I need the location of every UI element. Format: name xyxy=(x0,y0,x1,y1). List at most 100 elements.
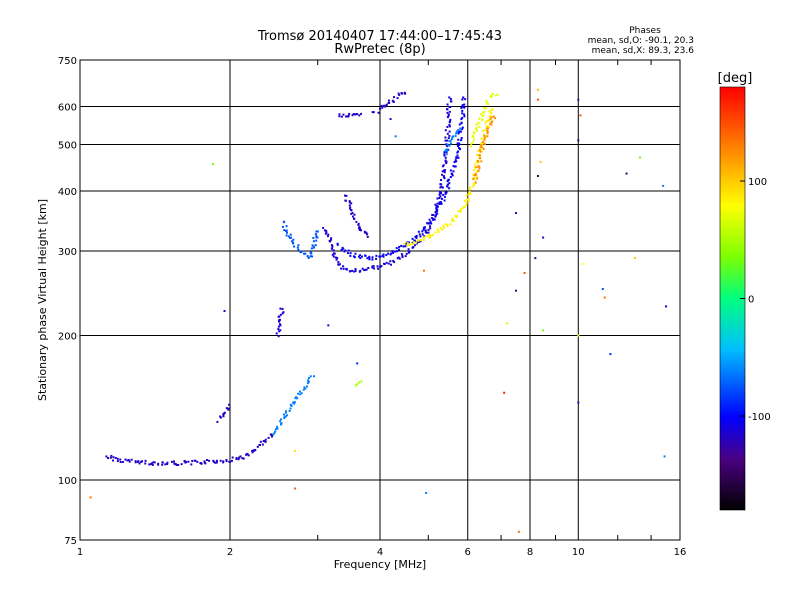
echo-point xyxy=(407,251,410,254)
echo-point xyxy=(491,120,494,123)
echo-point xyxy=(449,118,452,121)
echo-point xyxy=(348,112,351,115)
echo-point xyxy=(453,161,456,164)
echo-point xyxy=(418,233,421,236)
echo-point xyxy=(441,173,444,176)
echo-point xyxy=(439,201,442,204)
echo-point xyxy=(338,113,341,116)
echo-point xyxy=(467,197,470,200)
echo-point xyxy=(456,131,459,134)
echo-point xyxy=(172,460,175,463)
echo-point xyxy=(634,257,637,260)
echo-point xyxy=(449,106,452,109)
echo-point xyxy=(465,204,468,207)
echo-point xyxy=(346,252,349,255)
echo-point xyxy=(400,244,403,247)
echo-point xyxy=(277,325,280,328)
echo-point xyxy=(235,457,238,460)
echo-point xyxy=(389,118,392,121)
echo-point xyxy=(469,188,472,191)
echo-point xyxy=(455,160,458,163)
echo-point xyxy=(463,206,466,209)
echo-point xyxy=(398,245,401,248)
echo-point xyxy=(275,332,278,335)
echo-point xyxy=(490,109,493,112)
echo-point xyxy=(307,377,310,380)
echo-point xyxy=(391,99,394,102)
echo-point xyxy=(477,121,480,124)
echo-point xyxy=(269,433,272,436)
echo-point xyxy=(462,105,465,108)
echo-point xyxy=(283,229,286,232)
y-tick-label: 75 xyxy=(64,536,77,547)
echo-point xyxy=(372,111,375,114)
echo-point xyxy=(449,223,452,226)
echo-point xyxy=(365,231,368,234)
echo-point xyxy=(311,255,314,258)
echo-point xyxy=(443,153,446,156)
echo-point xyxy=(222,460,225,463)
echo-point xyxy=(417,230,420,233)
echo-point xyxy=(536,174,539,177)
echo-point xyxy=(345,115,348,118)
echo-point xyxy=(438,201,441,204)
echo-point xyxy=(298,390,301,393)
echo-point xyxy=(174,463,177,466)
echo-point xyxy=(663,455,666,458)
echo-point xyxy=(358,114,361,117)
echo-point xyxy=(231,456,234,459)
echo-point xyxy=(459,127,462,130)
echo-point xyxy=(297,244,300,247)
echo-point xyxy=(477,169,480,172)
echo-point xyxy=(407,248,410,251)
echo-point xyxy=(247,454,250,457)
echo-point xyxy=(488,110,491,113)
echo-point xyxy=(313,375,316,378)
echo-point xyxy=(447,178,450,181)
echo-point xyxy=(422,269,425,272)
echo-point xyxy=(264,438,267,441)
echo-point xyxy=(446,139,449,142)
echo-point xyxy=(354,384,357,387)
echo-point xyxy=(439,179,442,182)
echo-point xyxy=(473,176,476,179)
echo-point xyxy=(334,256,337,259)
echo-point xyxy=(285,234,288,237)
echo-point xyxy=(444,156,447,159)
echo-point xyxy=(472,169,475,172)
echo-point xyxy=(280,418,283,421)
echo-point xyxy=(389,263,392,266)
echo-point xyxy=(443,171,446,174)
echo-point xyxy=(441,228,444,231)
echo-point xyxy=(421,230,424,233)
echo-point xyxy=(440,197,443,200)
echo-point xyxy=(448,140,451,143)
echo-point xyxy=(292,238,295,241)
echo-point xyxy=(348,201,351,204)
echo-point xyxy=(223,309,226,312)
echo-point xyxy=(461,104,464,107)
echo-point xyxy=(314,232,317,235)
echo-point xyxy=(396,97,399,100)
echo-point xyxy=(285,411,288,414)
echo-point xyxy=(324,232,327,235)
echo-point xyxy=(274,430,277,433)
echo-point xyxy=(415,234,418,237)
echo-point xyxy=(312,240,315,243)
colorbar-tick-label: 0 xyxy=(748,295,754,306)
echo-point xyxy=(446,132,449,135)
echo-point xyxy=(283,220,286,223)
echo-point xyxy=(436,202,439,205)
echo-point xyxy=(293,401,296,404)
echo-point xyxy=(277,328,280,331)
echo-point xyxy=(445,150,448,153)
echo-point xyxy=(463,103,466,106)
x-tick-label: 10 xyxy=(572,547,585,558)
echo-point xyxy=(457,138,460,141)
echo-point xyxy=(472,185,475,188)
echo-point xyxy=(455,130,458,133)
echo-point xyxy=(413,239,416,242)
echo-point xyxy=(261,443,264,446)
echo-point xyxy=(472,131,475,134)
echo-point xyxy=(385,104,388,107)
